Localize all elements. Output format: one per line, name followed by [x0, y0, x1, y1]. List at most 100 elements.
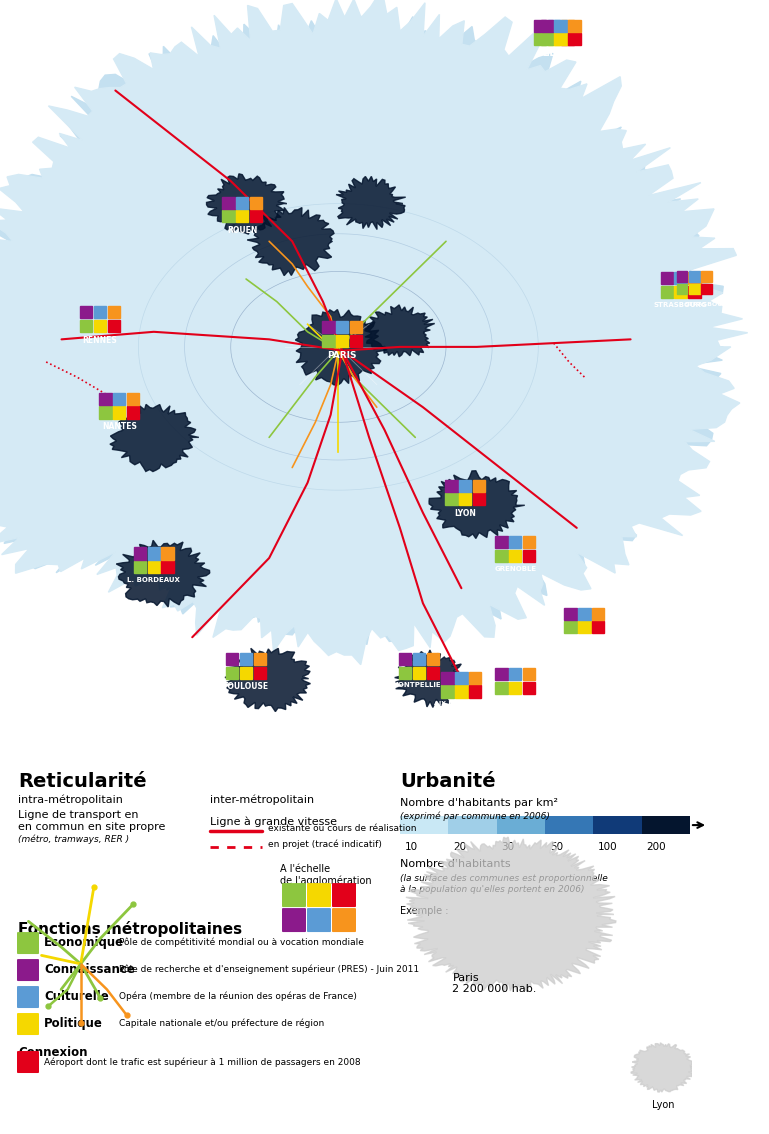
Bar: [448, 816, 497, 835]
Bar: [455, 685, 468, 697]
Text: L. BORDEAUX: L. BORDEAUX: [128, 577, 180, 583]
Polygon shape: [631, 1043, 695, 1092]
Bar: [674, 286, 687, 298]
Bar: [661, 286, 673, 298]
Bar: [94, 320, 106, 332]
Bar: [427, 667, 439, 678]
FancyBboxPatch shape: [332, 883, 356, 907]
Text: Ligne à grande vitesse: Ligne à grande vitesse: [210, 816, 337, 827]
Bar: [495, 682, 508, 694]
Bar: [254, 667, 266, 678]
Polygon shape: [0, 0, 747, 665]
Bar: [541, 33, 553, 45]
Bar: [677, 284, 687, 294]
Text: Capitale nationale et/ou préfecture de région: Capitale nationale et/ou préfecture de r…: [119, 1018, 325, 1027]
Bar: [427, 653, 439, 666]
Bar: [441, 672, 454, 684]
Bar: [578, 608, 591, 620]
Bar: [445, 493, 458, 506]
FancyBboxPatch shape: [307, 883, 331, 907]
Text: A l'échelle: A l'échelle: [280, 864, 330, 874]
Bar: [148, 561, 160, 573]
Polygon shape: [119, 167, 545, 509]
Text: Paris
2 200 000 hab.: Paris 2 200 000 hab.: [452, 973, 537, 995]
Text: à la population qu'elles portent en 2006): à la population qu'elles portent en 2006…: [400, 885, 584, 894]
Bar: [509, 536, 521, 548]
Polygon shape: [146, 191, 520, 483]
Text: Aéroport dont le trafic est supérieur à 1 million de passagers en 2008: Aéroport dont le trafic est supérieur à …: [44, 1057, 361, 1067]
Polygon shape: [0, 66, 667, 602]
Bar: [592, 608, 604, 620]
Bar: [222, 211, 235, 222]
Polygon shape: [225, 649, 311, 712]
Bar: [240, 653, 252, 666]
Bar: [469, 672, 481, 684]
Bar: [561, 19, 574, 32]
Bar: [455, 672, 468, 684]
Bar: [509, 668, 521, 680]
Bar: [413, 653, 425, 666]
FancyBboxPatch shape: [282, 908, 306, 932]
Text: (métro, tramways, RER ): (métro, tramways, RER ): [18, 835, 129, 844]
Bar: [226, 653, 238, 666]
Bar: [495, 668, 508, 680]
Bar: [336, 321, 348, 333]
Polygon shape: [110, 405, 199, 472]
Text: Economique: Economique: [44, 936, 124, 948]
Text: Connexion: Connexion: [18, 1046, 88, 1059]
Polygon shape: [295, 310, 387, 386]
Bar: [677, 271, 687, 282]
Text: Politique: Politique: [44, 1016, 103, 1030]
FancyBboxPatch shape: [17, 959, 39, 981]
Bar: [226, 667, 238, 678]
Bar: [399, 667, 411, 678]
Bar: [322, 335, 335, 347]
Bar: [688, 286, 701, 298]
Bar: [399, 653, 411, 666]
Text: Connaissance: Connaissance: [44, 963, 135, 975]
Bar: [445, 480, 458, 492]
Text: TOULOUSE: TOULOUSE: [223, 683, 269, 692]
Bar: [250, 197, 262, 209]
Polygon shape: [365, 305, 434, 357]
Bar: [548, 19, 560, 32]
Bar: [561, 33, 574, 45]
Bar: [578, 621, 591, 634]
FancyBboxPatch shape: [17, 1051, 39, 1073]
Polygon shape: [336, 177, 406, 229]
Text: NICE: NICE: [574, 637, 594, 646]
Polygon shape: [394, 650, 462, 708]
Text: en commun en site propre: en commun en site propre: [18, 822, 165, 832]
Bar: [222, 197, 235, 209]
Bar: [99, 406, 112, 418]
Text: ROUEN: ROUEN: [227, 227, 258, 235]
Text: Urbanité: Urbanité: [400, 772, 496, 792]
Bar: [661, 272, 673, 285]
Text: 100: 100: [598, 843, 618, 852]
Text: Fonctions métropolitaines: Fonctions métropolitaines: [18, 921, 242, 937]
Text: 20: 20: [453, 843, 466, 852]
Polygon shape: [0, 45, 686, 616]
Text: STRASBOURG: STRASBOURG: [684, 302, 733, 306]
Text: en projet (tracé indicatif): en projet (tracé indicatif): [268, 839, 382, 849]
FancyBboxPatch shape: [307, 908, 331, 932]
Bar: [568, 19, 581, 32]
Bar: [701, 271, 712, 282]
Text: AIX MARSEILLE: AIX MARSEILLE: [434, 701, 488, 706]
Bar: [641, 816, 690, 835]
Polygon shape: [15, 78, 644, 586]
Bar: [568, 33, 581, 45]
Text: STRASBOURG: STRASBOURG: [654, 302, 707, 307]
Polygon shape: [65, 125, 597, 548]
Bar: [459, 480, 471, 492]
Bar: [236, 211, 248, 222]
Text: RENNES: RENNES: [82, 336, 118, 345]
Bar: [459, 493, 471, 506]
Bar: [148, 548, 160, 559]
Text: TOULON: TOULON: [499, 697, 531, 703]
Text: PARIS: PARIS: [328, 350, 357, 359]
Bar: [108, 320, 120, 332]
Bar: [688, 272, 701, 285]
Text: 30: 30: [501, 843, 514, 852]
Bar: [113, 392, 125, 405]
